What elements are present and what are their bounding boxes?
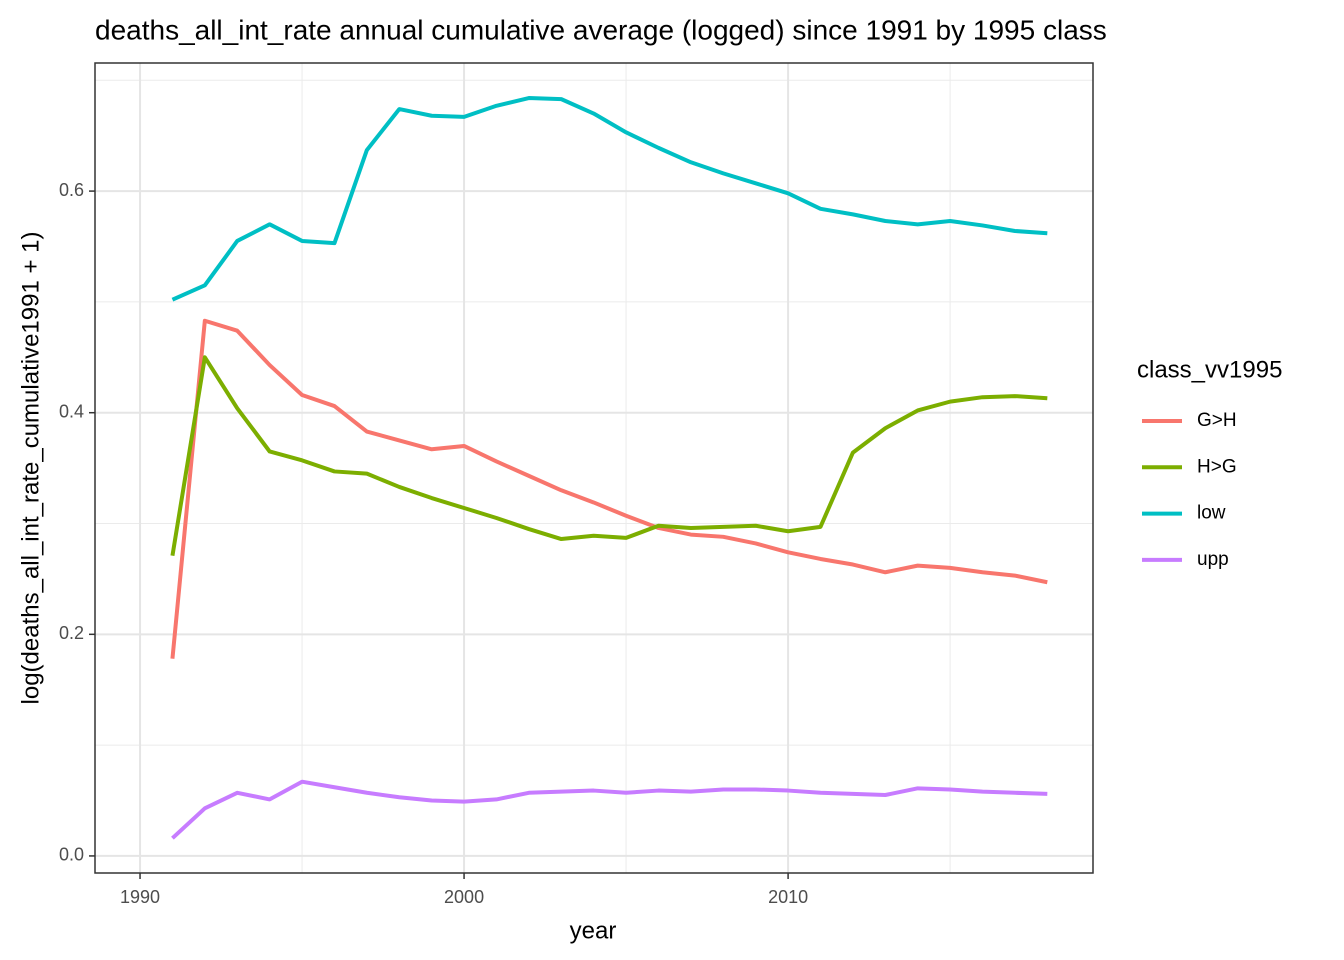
legend-label: G>H — [1197, 410, 1237, 431]
x-tick-label: 2010 — [768, 887, 808, 907]
x-axis-label: year — [570, 917, 617, 944]
y-tick-label: 0.4 — [59, 401, 84, 421]
legend-label: upp — [1197, 549, 1229, 570]
legend-label: low — [1197, 503, 1226, 524]
series-line — [170, 355, 1048, 556]
x-tick-label: 2000 — [444, 887, 484, 907]
legend-label: H>G — [1197, 456, 1237, 477]
chart-title: deaths_all_int_rate annual cumulative av… — [95, 14, 1107, 45]
y-axis-label: log(deaths_all_int_rate_cumulative1991 +… — [17, 232, 44, 705]
plot-border — [94, 62, 1094, 874]
y-tick-label: 0.2 — [59, 623, 84, 643]
y-tick-label: 0.6 — [59, 180, 84, 200]
series-line — [170, 318, 1048, 659]
series-line — [171, 96, 1048, 302]
x-tick-label: 1990 — [120, 887, 160, 907]
legend-title: class_vv1995 — [1137, 356, 1282, 383]
y-tick-label: 0.0 — [59, 845, 84, 865]
series-line — [171, 779, 1048, 840]
